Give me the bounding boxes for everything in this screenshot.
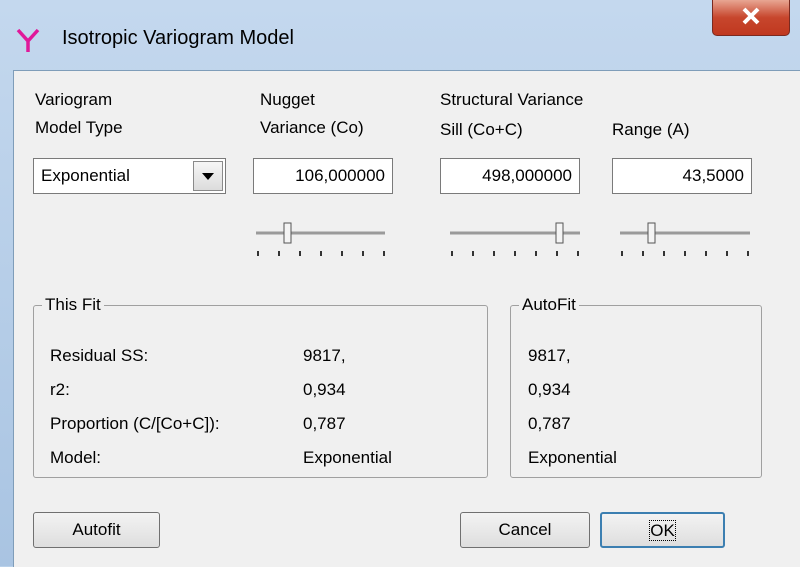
fit-text: Proportion (C/[Co+C]): bbox=[50, 414, 220, 433]
range-input[interactable]: 43,5000 bbox=[612, 158, 752, 194]
label: Nugget bbox=[260, 90, 315, 109]
sliders bbox=[256, 222, 750, 256]
label: Range (A) bbox=[612, 120, 690, 139]
label: Variogram bbox=[35, 90, 113, 109]
fit-text: 0,934 bbox=[528, 380, 571, 399]
nugget-slider[interactable] bbox=[256, 222, 385, 256]
sill-slider[interactable] bbox=[450, 222, 580, 256]
fit-text: 9817, bbox=[528, 346, 571, 365]
button-label: Cancel bbox=[498, 520, 552, 539]
nugget-input[interactable]: 106,000000 bbox=[253, 158, 393, 194]
dropdown-button[interactable] bbox=[193, 161, 223, 191]
label: Structural Variance bbox=[440, 90, 584, 109]
window-title: Isotropic Variogram Model bbox=[62, 27, 294, 49]
label: Variance (Co) bbox=[260, 118, 364, 137]
button-label: Autofit bbox=[72, 520, 121, 539]
fit-text: 9817, bbox=[303, 346, 346, 365]
fit-text: Exponential bbox=[303, 448, 392, 467]
cancel-button[interactable]: Cancel bbox=[460, 512, 590, 548]
fit-text: r2: bbox=[50, 380, 70, 399]
fit-text: 0,787 bbox=[303, 414, 346, 433]
close-icon bbox=[742, 7, 760, 25]
this-fit-group: This Fit bbox=[33, 295, 488, 478]
autofit-button[interactable]: Autofit bbox=[33, 512, 160, 548]
app-icon bbox=[16, 28, 40, 52]
fit-text: Exponential bbox=[528, 448, 617, 467]
ok-button[interactable]: OK bbox=[600, 512, 725, 548]
button-label: OK bbox=[649, 520, 676, 541]
label: Sill (Co+C) bbox=[440, 120, 523, 139]
autofit-group: AutoFit bbox=[510, 295, 762, 478]
fit-text: 0,787 bbox=[528, 414, 571, 433]
fit-text: Model: bbox=[50, 448, 102, 467]
label: Model Type bbox=[35, 118, 123, 137]
fit-text: Residual SS: bbox=[50, 346, 149, 365]
group-title: This Fit bbox=[42, 295, 104, 315]
dialog-body bbox=[13, 70, 800, 567]
sill-input[interactable]: 498,000000 bbox=[440, 158, 580, 194]
range-slider[interactable] bbox=[620, 222, 750, 256]
group-title: AutoFit bbox=[519, 295, 579, 315]
close-button[interactable] bbox=[712, 0, 790, 36]
dropdown-arrow bbox=[202, 173, 214, 180]
model-combobox[interactable]: Exponential bbox=[33, 158, 226, 194]
combo-value: Exponential bbox=[41, 166, 130, 185]
fit-text: 0,934 bbox=[303, 380, 346, 399]
